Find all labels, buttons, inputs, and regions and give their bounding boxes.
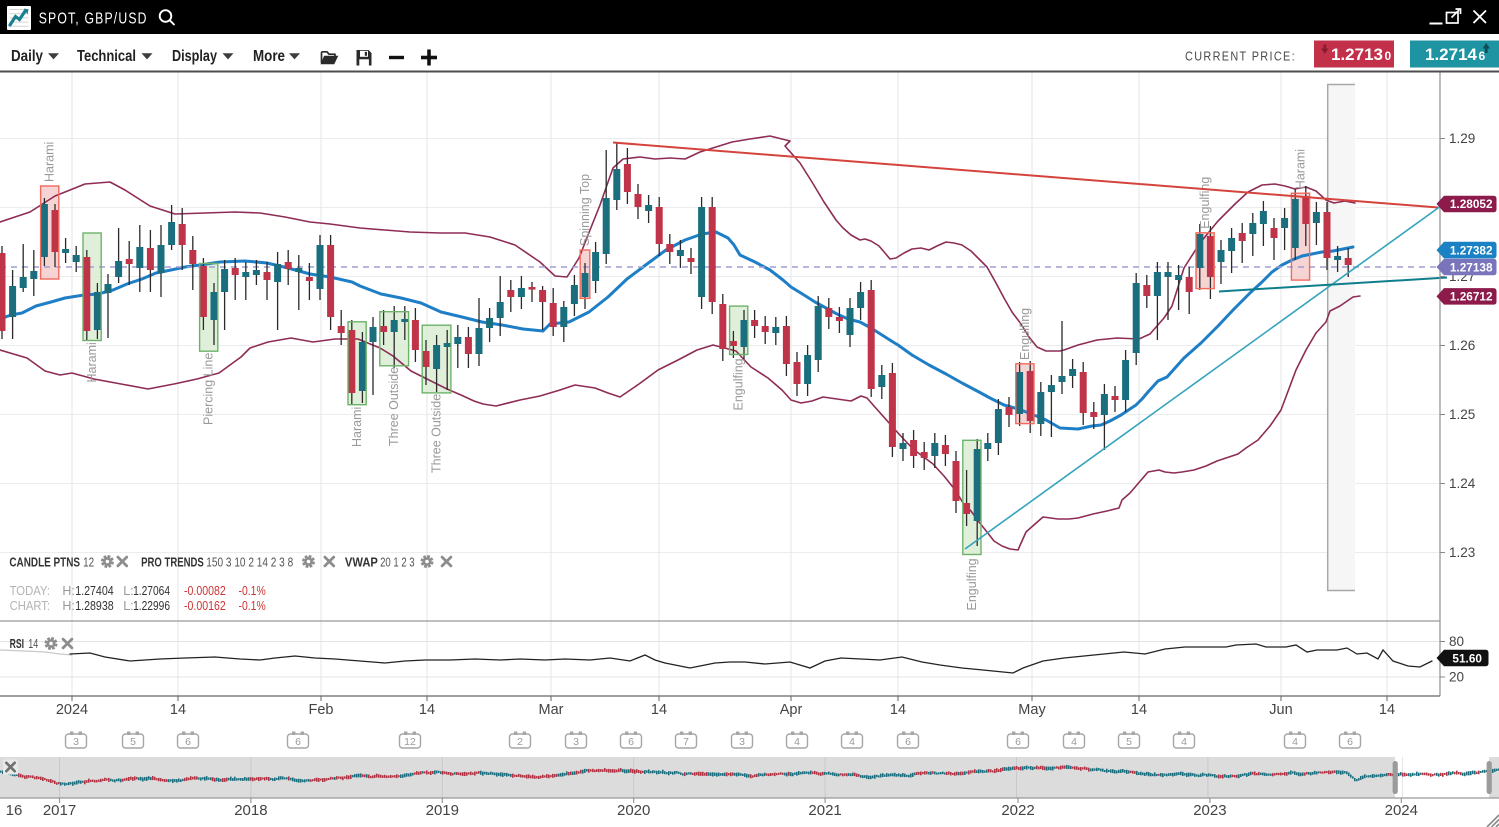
svg-text:-0.00162: -0.00162 — [184, 599, 226, 613]
svg-text:Feb: Feb — [309, 702, 334, 718]
svg-text:2021: 2021 — [808, 802, 841, 819]
svg-text:12: 12 — [83, 555, 94, 570]
svg-text:16: 16 — [6, 802, 23, 819]
svg-text:Three Outside: Three Outside — [387, 367, 401, 446]
svg-text:6: 6 — [1347, 736, 1353, 748]
svg-text:1.28052: 1.28052 — [1450, 197, 1493, 211]
svg-text:Engulfing: Engulfing — [1198, 177, 1212, 229]
svg-text:Spinning Top: Spinning Top — [578, 174, 592, 246]
svg-text:4: 4 — [1292, 736, 1298, 748]
svg-text:1.26: 1.26 — [1449, 338, 1475, 353]
svg-text:150 3 10 2 14 2 3 8: 150 3 10 2 14 2 3 8 — [206, 555, 293, 570]
svg-text:1.29: 1.29 — [1449, 131, 1475, 146]
svg-text:14: 14 — [1379, 702, 1395, 718]
svg-text:14: 14 — [651, 702, 667, 718]
svg-text:1.23: 1.23 — [1449, 545, 1475, 560]
svg-text:Mar: Mar — [539, 702, 564, 718]
svg-text:1.27138: 1.27138 — [1450, 260, 1493, 274]
svg-text:5: 5 — [130, 736, 136, 748]
svg-text:May: May — [1018, 702, 1046, 718]
svg-text:Harami: Harami — [85, 342, 99, 382]
svg-text:2020: 2020 — [617, 802, 650, 819]
svg-text:-0.00082: -0.00082 — [184, 584, 226, 598]
svg-text:14: 14 — [28, 636, 38, 651]
svg-text:4: 4 — [1071, 736, 1077, 748]
svg-text:6: 6 — [185, 736, 191, 748]
svg-text:1.27382: 1.27382 — [1450, 243, 1493, 257]
svg-text:H:: H: — [62, 584, 75, 598]
svg-text:2024: 2024 — [56, 702, 88, 718]
svg-text:5: 5 — [1126, 736, 1132, 748]
svg-text:VWAP: VWAP — [345, 555, 378, 570]
svg-text:Engulfing: Engulfing — [965, 558, 979, 610]
svg-text:Harami: Harami — [350, 407, 364, 447]
svg-text:RSI: RSI — [10, 636, 24, 651]
svg-text:Piercing Line: Piercing Line — [202, 353, 216, 425]
svg-text:6: 6 — [1015, 736, 1021, 748]
svg-text:Jun: Jun — [1269, 702, 1292, 718]
svg-text:2024: 2024 — [1385, 802, 1418, 819]
svg-text:14: 14 — [1131, 702, 1147, 718]
svg-text:L:: L: — [123, 599, 133, 613]
svg-text:14: 14 — [890, 702, 906, 718]
svg-text:Harami: Harami — [43, 142, 57, 182]
svg-text:2: 2 — [517, 736, 523, 748]
svg-text:Display: Display — [172, 48, 217, 65]
svg-text:L:: L: — [123, 584, 133, 598]
svg-text:14: 14 — [170, 702, 186, 718]
svg-text:7: 7 — [683, 736, 689, 748]
svg-text:Harami: Harami — [1294, 149, 1308, 189]
svg-text:6: 6 — [1479, 49, 1486, 63]
svg-text:2023: 2023 — [1193, 802, 1226, 819]
svg-text:1.24: 1.24 — [1449, 476, 1476, 491]
svg-text:4: 4 — [849, 736, 855, 748]
svg-text:51.60: 51.60 — [1452, 651, 1482, 665]
svg-text:Daily: Daily — [11, 48, 43, 65]
svg-text:Engulfing: Engulfing — [1018, 308, 1032, 360]
svg-text:CURRENT PRICE:: CURRENT PRICE: — [1185, 49, 1296, 64]
svg-text:3: 3 — [573, 736, 579, 748]
svg-text:1.2713: 1.2713 — [1331, 46, 1383, 64]
svg-text:1.27404: 1.27404 — [75, 584, 114, 598]
svg-text:2018: 2018 — [234, 802, 267, 819]
svg-text:20: 20 — [1449, 670, 1464, 685]
svg-text:12: 12 — [404, 736, 416, 748]
svg-text:-0.1%: -0.1% — [239, 599, 266, 613]
svg-text:4: 4 — [1181, 736, 1187, 748]
svg-text:1.22996: 1.22996 — [133, 599, 170, 613]
svg-text:4: 4 — [794, 736, 800, 748]
svg-text:2022: 2022 — [1001, 802, 1034, 819]
svg-text:80: 80 — [1449, 634, 1464, 649]
svg-text:More: More — [253, 48, 285, 65]
svg-text:-0.1%: -0.1% — [239, 584, 266, 598]
svg-text:Apr: Apr — [780, 702, 803, 718]
svg-text:Technical: Technical — [77, 48, 136, 65]
svg-text:1.2714: 1.2714 — [1425, 46, 1478, 64]
svg-text:1.28938: 1.28938 — [75, 599, 114, 613]
svg-text:6: 6 — [295, 736, 301, 748]
svg-text:Three Outside: Three Outside — [430, 394, 444, 473]
svg-text:H:: H: — [62, 599, 75, 613]
svg-text:PRO TRENDS: PRO TRENDS — [141, 555, 204, 570]
svg-text:1.27064: 1.27064 — [133, 584, 170, 598]
svg-text:3: 3 — [739, 736, 745, 748]
svg-text:14: 14 — [419, 702, 435, 718]
svg-text:1.25: 1.25 — [1449, 407, 1475, 422]
svg-text:2017: 2017 — [43, 802, 76, 819]
svg-text:2019: 2019 — [426, 802, 459, 819]
svg-text:TODAY:: TODAY: — [10, 584, 50, 598]
svg-text:CHART:: CHART: — [10, 599, 50, 613]
svg-text:6: 6 — [905, 736, 911, 748]
svg-text:1.26712: 1.26712 — [1450, 290, 1493, 304]
svg-text:6: 6 — [628, 736, 634, 748]
svg-text:3: 3 — [73, 736, 79, 748]
svg-text:SPOT, GBP/USD: SPOT, GBP/USD — [39, 11, 148, 28]
svg-text:Engulfing: Engulfing — [732, 358, 746, 410]
svg-text:CANDLE PTNS: CANDLE PTNS — [9, 555, 80, 570]
svg-text:20 1 2 3: 20 1 2 3 — [380, 555, 415, 570]
svg-text:0: 0 — [1385, 49, 1392, 63]
